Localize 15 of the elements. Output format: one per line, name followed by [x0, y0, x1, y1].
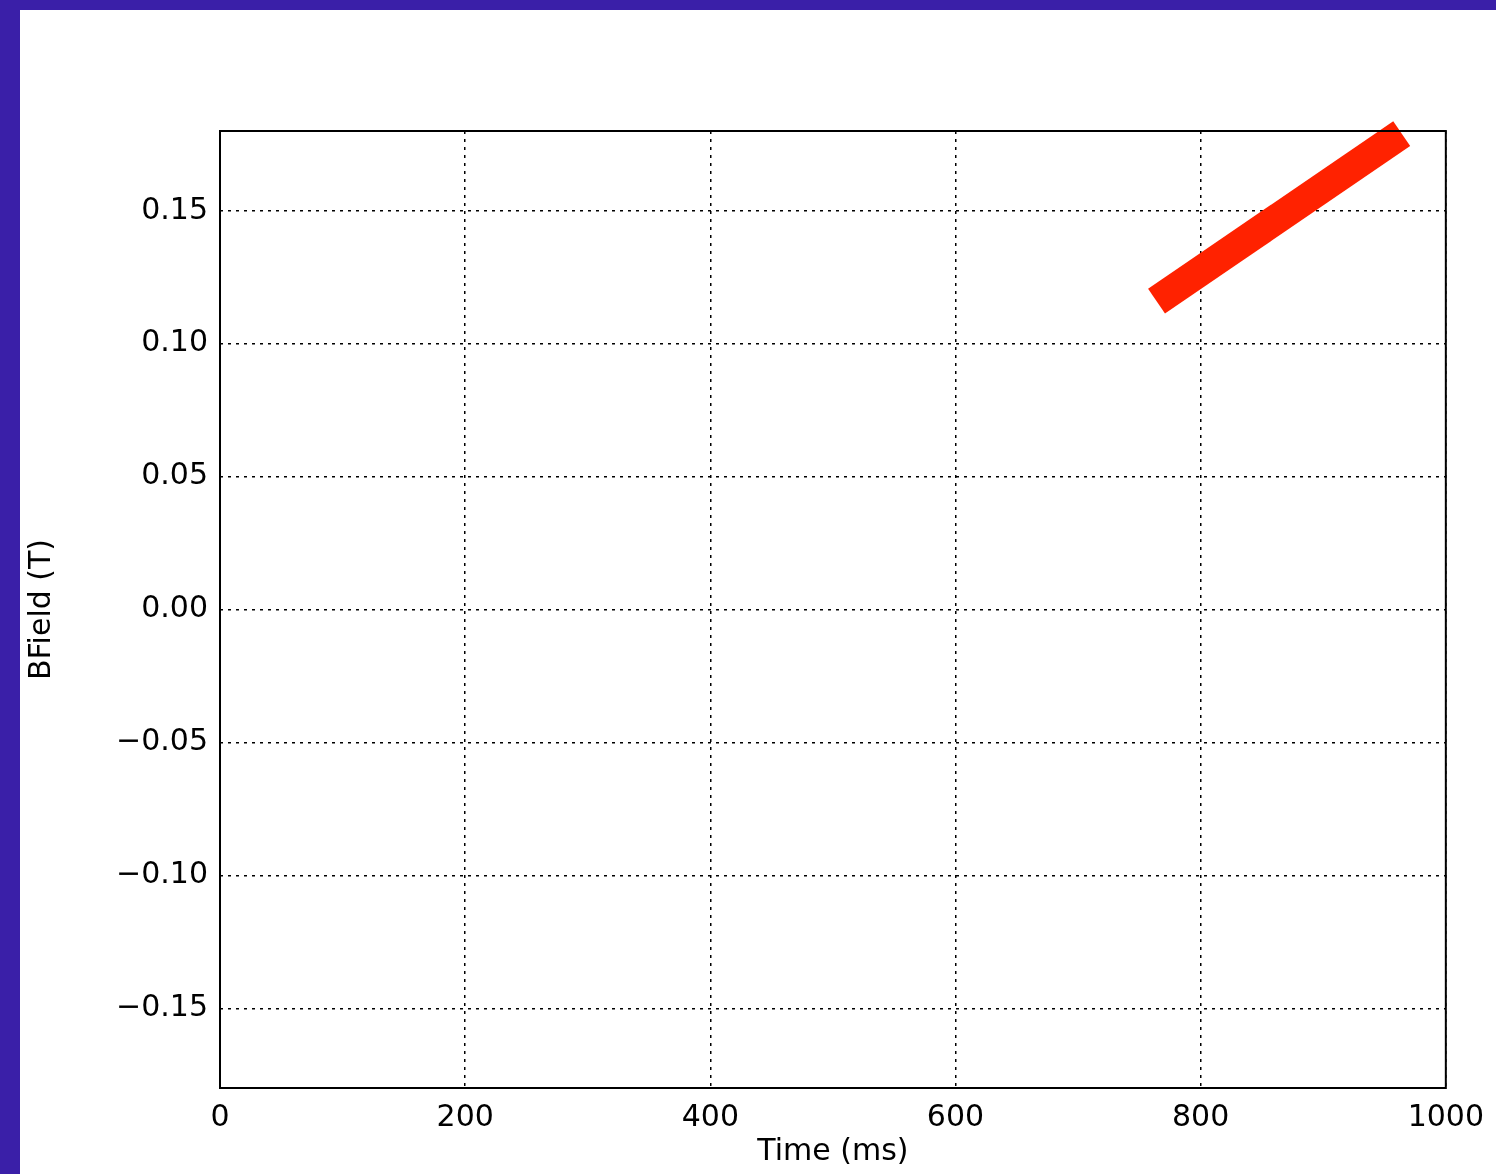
y-tick-label: 0.10: [141, 323, 208, 359]
x-tick-label: 600: [926, 1097, 985, 1133]
x-axis-title: Time (ms): [756, 1131, 909, 1167]
x-tick-label: 0: [210, 1097, 230, 1133]
y-tick-label: −0.05: [116, 722, 208, 758]
y-tick-label: −0.15: [116, 988, 208, 1024]
y-tick-label: −0.10: [116, 855, 208, 891]
y-tick-label: 0.00: [141, 589, 208, 625]
x-tick-label: 400: [681, 1097, 739, 1133]
x-tick-label: 1000: [1407, 1097, 1485, 1133]
y-tick-label: 0.15: [141, 190, 208, 226]
y-axis-title: BField (T): [21, 538, 57, 681]
x-tick-label: 800: [1172, 1097, 1230, 1133]
x-tick-label: 200: [436, 1097, 494, 1133]
y-tick-label: 0.05: [141, 456, 208, 492]
